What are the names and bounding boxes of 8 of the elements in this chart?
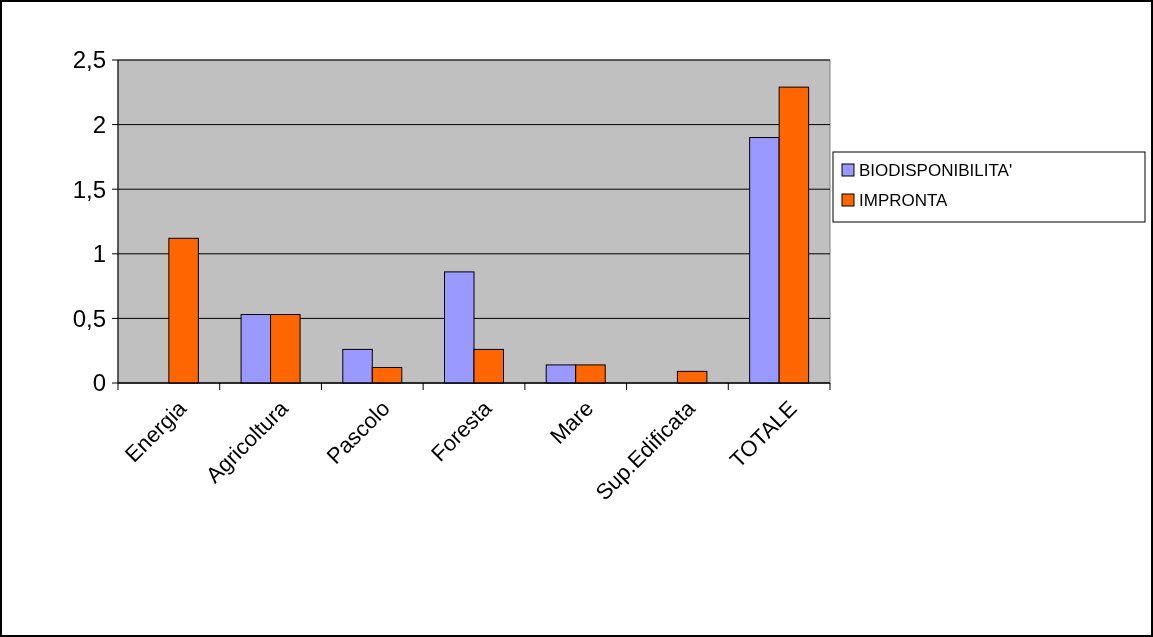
- y-tick-label: 2: [92, 111, 106, 138]
- y-tick-label: 2,5: [72, 46, 106, 74]
- legend-label: BIODISPONIBILITA': [859, 160, 1013, 180]
- y-tick-label: 1: [92, 240, 106, 268]
- y-tick-label: 1,5: [72, 175, 106, 203]
- y-tick-label: 0: [92, 369, 106, 397]
- y-tick-label: 0,5: [72, 304, 106, 332]
- legend-label: IMPRONTA: [859, 190, 949, 210]
